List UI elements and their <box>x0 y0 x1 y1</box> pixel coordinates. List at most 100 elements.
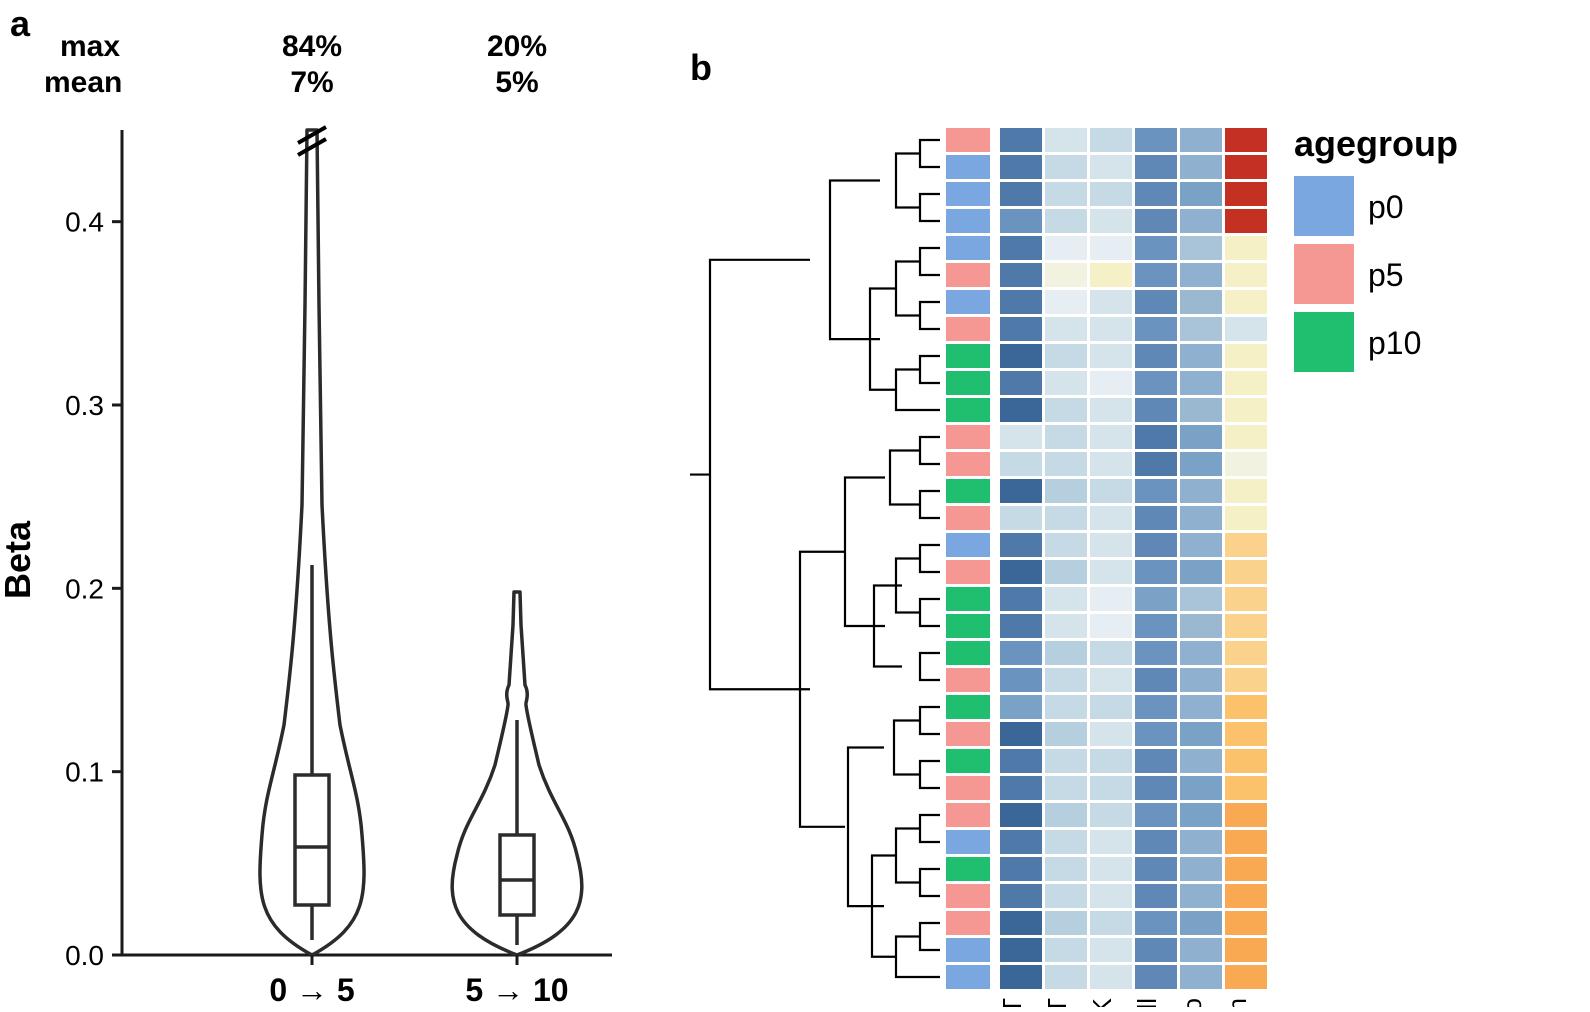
heatmap-cell <box>1225 857 1267 881</box>
column-labels: CD8TCD4TNKBcellMonoGran <box>997 997 1252 1007</box>
heatmap-cell <box>1090 236 1132 260</box>
heatmap-cell <box>1225 425 1267 449</box>
heatmap-cell <box>1090 695 1132 719</box>
heatmap-cell <box>1135 722 1177 746</box>
heatmap-cell <box>1180 722 1222 746</box>
heatmap-cell <box>1000 533 1042 557</box>
legend-swatch <box>1294 244 1354 304</box>
agegroup-cell <box>946 290 990 314</box>
heatmap-cell <box>1135 371 1177 395</box>
legend-label: p0 <box>1368 189 1404 225</box>
heatmap-cell <box>1180 128 1222 152</box>
agegroup-cell <box>946 155 990 179</box>
heatmap-cell <box>1225 371 1267 395</box>
stats-header-max: max <box>60 30 120 63</box>
agegroup-cell <box>946 587 990 611</box>
heatmap-cell <box>1000 938 1042 962</box>
agegroup-cell <box>946 803 990 827</box>
heatmap-cell <box>1090 803 1132 827</box>
agegroup-cell <box>946 425 990 449</box>
agegroup-cell <box>946 695 990 719</box>
heatmap-cell <box>1180 965 1222 989</box>
heatmap-cell <box>1090 344 1132 368</box>
heatmap-cell <box>1000 560 1042 584</box>
heatmap-cell <box>1045 749 1087 773</box>
heatmap-cell <box>1000 884 1042 908</box>
heatmap-cell <box>1180 425 1222 449</box>
heatmap-cell <box>1045 398 1087 422</box>
heatmap-cell <box>1000 128 1042 152</box>
agegroup-cell <box>946 668 990 692</box>
x-tick-label: 0 → 5 <box>269 972 354 1007</box>
heatmap-cell <box>1225 695 1267 719</box>
heatmap-cell <box>1045 884 1087 908</box>
agegroup-cell <box>946 641 990 665</box>
heatmap-cell <box>1045 317 1087 341</box>
heatmap-cell <box>1045 560 1087 584</box>
agegroup-cell <box>946 722 990 746</box>
heatmap-cell <box>1090 317 1132 341</box>
heatmap-cell <box>1180 668 1222 692</box>
column-label: CD4T <box>1042 998 1072 1007</box>
heatmap-cell <box>1180 506 1222 530</box>
heatmap-cell <box>1000 668 1042 692</box>
heatmap-cell <box>1045 938 1087 962</box>
agegroup-cell <box>946 128 990 152</box>
heatmap-cell <box>1090 587 1132 611</box>
heatmap-cell <box>1135 884 1177 908</box>
heatmap-cell <box>1135 911 1177 935</box>
heatmap-cell <box>1045 695 1087 719</box>
agegroup-cell <box>946 182 990 206</box>
heatmap-cell <box>1180 398 1222 422</box>
heatmap-cell <box>1135 533 1177 557</box>
heatmap-cell <box>1180 587 1222 611</box>
heatmap-cell <box>1045 803 1087 827</box>
heatmap-cell <box>1180 938 1222 962</box>
heatmap-cell <box>1090 425 1132 449</box>
heatmap-cell <box>1180 209 1222 233</box>
heatmap-cell <box>1225 587 1267 611</box>
x-tick-labels: 0 → 5 5 → 10 <box>269 955 568 1007</box>
heatmap-cell <box>1180 614 1222 638</box>
heatmap-cell <box>1180 371 1222 395</box>
heatmap-cell <box>1180 776 1222 800</box>
agegroup-cell <box>946 533 990 557</box>
agegroup-cell <box>946 938 990 962</box>
panel-b: CD8TCD4TNKBcellMonoGran agegroupp0p5p10 <box>690 123 1458 1007</box>
violin <box>260 127 364 955</box>
heatmap-cell <box>1135 857 1177 881</box>
heatmap-cell <box>1135 830 1177 854</box>
heatmap-cell <box>1225 452 1267 476</box>
panel-a-label: a <box>10 3 31 44</box>
heatmap-cell <box>1225 722 1267 746</box>
heatmap-cell <box>1045 722 1087 746</box>
legend: agegroupp0p5p10 <box>1294 123 1458 372</box>
column-label: Mono <box>1177 998 1207 1007</box>
agegroup-cell <box>946 317 990 341</box>
heatmap-cell <box>1090 614 1132 638</box>
agegroup-cell <box>946 263 990 287</box>
heatmap-cell <box>1180 533 1222 557</box>
agegroup-cell <box>946 749 990 773</box>
heatmap-cell <box>1090 263 1132 287</box>
heatmap-cell <box>1135 479 1177 503</box>
heatmap-cell <box>1135 155 1177 179</box>
heatmap-cell <box>1135 776 1177 800</box>
heatmap-cell <box>1225 641 1267 665</box>
heatmap-cell <box>1090 830 1132 854</box>
heatmap-cell <box>1090 182 1132 206</box>
heatmap-cell <box>1135 425 1177 449</box>
legend-label: p10 <box>1368 325 1421 361</box>
legend-swatch <box>1294 176 1354 236</box>
heatmap-cell <box>1090 128 1132 152</box>
heatmap-cell <box>1090 911 1132 935</box>
svg-text:0.2: 0.2 <box>65 573 104 604</box>
heatmap-cell <box>1135 506 1177 530</box>
heatmap-cell <box>1090 938 1132 962</box>
x-tick-label: 5 → 10 <box>465 972 568 1007</box>
heatmap-cell <box>1090 722 1132 746</box>
heatmap-cell <box>1180 263 1222 287</box>
heatmap-cell <box>1225 965 1267 989</box>
heatmap-cell <box>1000 236 1042 260</box>
heatmap-cell <box>1180 641 1222 665</box>
